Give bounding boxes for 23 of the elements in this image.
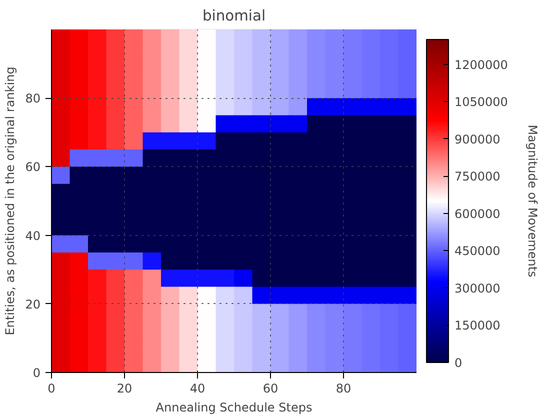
color-bar-label: 1050000 <box>454 95 508 110</box>
x-tick-label: 40 <box>190 382 206 396</box>
x-axis-title: Annealing Schedule Steps <box>156 400 312 414</box>
x-tick-label: 0 <box>48 382 56 396</box>
y-axis-title: Entities, as positioned in the original ranking <box>3 66 18 336</box>
color-bar-label: 900000 <box>454 132 500 146</box>
color-bar-label: 0 <box>454 356 462 370</box>
color-bar-label: 300000 <box>454 281 500 296</box>
y-tick-label: 40 <box>25 228 41 243</box>
color-bar-label: 750000 <box>454 170 500 184</box>
color-bar-label: 150000 <box>454 318 500 333</box>
y-tick-label: 80 <box>25 92 41 106</box>
x-tick-label: 20 <box>116 382 132 396</box>
y-tick-label: 0 <box>32 366 41 380</box>
y-tick-label: 60 <box>25 160 41 174</box>
chart-title: binomial <box>202 8 266 24</box>
x-tick-label: 80 <box>336 382 352 396</box>
color-bar-label: 1200000 <box>454 58 508 72</box>
y-tick-label: 20 <box>25 297 41 312</box>
x-tick-label: 60 <box>262 382 278 396</box>
color-bar-label: 600000 <box>454 206 500 221</box>
color-bar-label: 450000 <box>454 244 500 258</box>
color-bar-title: Magnitude of Movements <box>526 124 540 278</box>
